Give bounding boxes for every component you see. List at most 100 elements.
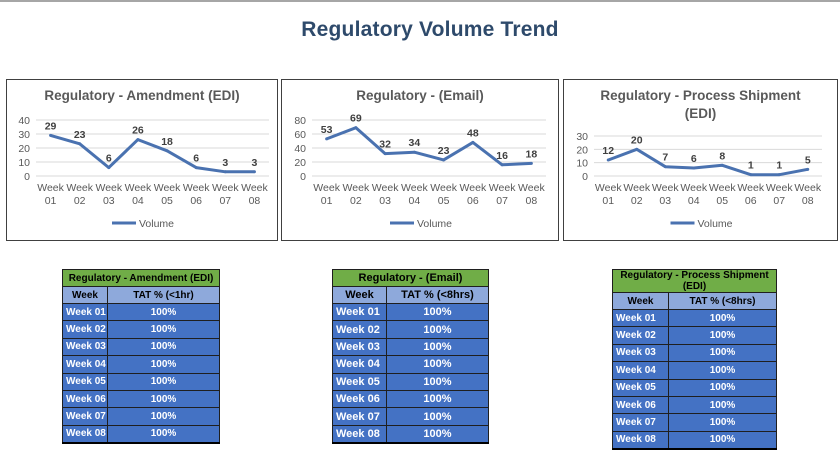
chart-title: Regulatory - Amendment (EDI) (44, 88, 239, 103)
data-point (107, 166, 111, 170)
data-point (325, 137, 329, 141)
data-label: 6 (106, 153, 112, 165)
y-tick-label: 20 (18, 143, 30, 155)
tat-cell: 100% (106, 355, 221, 374)
y-tick-label: 30 (18, 129, 30, 141)
legend-label: Volume (417, 218, 452, 230)
y-tick-label: 20 (576, 144, 588, 156)
week-cell: Week 03 (332, 337, 387, 357)
y-tick-label: 0 (24, 171, 30, 183)
x-tick-label: Week 01 (595, 182, 622, 207)
x-tick-label: Week 03 (372, 182, 399, 207)
data-point (49, 133, 53, 137)
chart-svg: Regulatory - Process Shipment (EDI)010203… (576, 88, 822, 230)
x-tick-label: Week 07 (766, 182, 793, 207)
table-row: Week 01 100% (62, 302, 221, 322)
data-label: 1 (748, 160, 754, 172)
data-label: 3 (252, 157, 258, 169)
table-row: Week 03 100% (612, 343, 778, 363)
data-label: 32 (379, 139, 391, 151)
y-tick-label: 60 (294, 129, 306, 141)
x-tick-label: Week 04 (680, 182, 707, 207)
table-row: Week 01 100% (332, 302, 489, 322)
top-divider (0, 0, 840, 2)
y-tick-label: 10 (576, 158, 588, 170)
data-point (749, 173, 753, 177)
series-line (50, 133, 255, 174)
tat-cell: 100% (667, 308, 778, 328)
page-title: Regulatory Volume Trend (301, 18, 559, 41)
data-label: 29 (45, 120, 57, 132)
legend-label: Volume (139, 218, 174, 230)
data-point (354, 126, 358, 130)
x-tick-label: Week 08 (794, 182, 821, 207)
table-row: Week 08 100% (62, 424, 221, 445)
data-point (663, 165, 667, 169)
x-tick-label: Week 06 (737, 182, 764, 207)
table-row: Week 03 100% (62, 337, 221, 357)
tat-cell: 100% (106, 424, 221, 445)
week-cell: Week 07 (62, 407, 108, 426)
table-row: Week 05 100% (612, 378, 778, 397)
data-label: 1 (776, 160, 782, 172)
y-tick-label: 30 (576, 131, 588, 143)
tat-cell: 100% (386, 389, 489, 409)
tat-table-email: Regulatory - (Email) Week TAT % (<8hrs) Wee… (332, 269, 489, 445)
y-tick-label: 40 (18, 115, 30, 127)
table-row: Week 07 100% (612, 413, 778, 432)
tat-cell: 100% (386, 337, 489, 357)
data-label: 23 (438, 145, 450, 157)
week-cell: Week 05 (612, 378, 669, 397)
chart-amendment-edi: Regulatory - Amendment (EDI) 0 10 20 30 40 Wee… (6, 79, 278, 241)
table-row: Week 02 100% (332, 320, 489, 339)
week-cell: Week 06 (62, 389, 108, 409)
x-tick-label: Week 07 (212, 182, 239, 207)
x-tick-label: Week 03 (95, 182, 122, 207)
x-tick-label: Week 05 (709, 182, 736, 207)
column-header-tat: TAT % (<1hr) (106, 286, 221, 304)
table-row: Week 04 100% (612, 361, 778, 380)
data-label: 12 (602, 145, 614, 157)
column-header-week: Week (62, 286, 108, 304)
week-cell: Week 07 (332, 407, 387, 426)
table-row: Week 05 100% (332, 372, 489, 391)
table-title: Regulatory - Amendment (EDI) (61, 269, 221, 287)
table-row: Week 08 100% (612, 430, 778, 451)
x-tick-label: Week 02 (623, 182, 650, 207)
data-point (777, 173, 781, 177)
table-row: Week 04 100% (62, 355, 221, 374)
column-header-tat: TAT % (<8hrs) (667, 292, 778, 310)
table-title: Regulatory - Process Shipment (EDI) (611, 269, 778, 293)
data-point (635, 147, 639, 151)
table-row: Week 05 100% (62, 372, 221, 391)
data-point (500, 163, 504, 167)
tat-cell: 100% (106, 372, 221, 391)
week-cell: Week 04 (612, 361, 669, 380)
data-point (136, 138, 140, 142)
data-point (692, 166, 696, 170)
data-label: 69 (350, 113, 362, 125)
chart-title: Regulatory - Process Shipment (EDI) (600, 88, 801, 121)
data-point (806, 167, 810, 171)
tat-cell: 100% (667, 378, 778, 397)
series-line (326, 126, 532, 167)
table-row: Week 07 100% (332, 407, 489, 426)
x-tick-label: Week 01 (313, 182, 340, 207)
table-title: Regulatory - (Email) (332, 269, 489, 287)
data-label: 8 (719, 150, 725, 162)
data-label: 5 (805, 154, 811, 166)
x-tick-label: Week 06 (183, 182, 210, 207)
data-point (471, 140, 475, 144)
week-cell: Week 02 (612, 326, 669, 345)
tat-cell: 100% (386, 372, 489, 391)
week-cell: Week 01 (332, 302, 387, 322)
week-cell: Week 04 (62, 355, 108, 374)
data-point (412, 150, 416, 154)
chart-process-shipment-edi: Regulatory - Process Shipment (EDI) 0 10 20 3… (563, 79, 838, 241)
y-tick-label: 10 (18, 157, 30, 169)
x-tick-label: Week 02 (66, 182, 93, 207)
table-row: Week 08 100% (332, 424, 489, 445)
tat-cell: 100% (667, 326, 778, 345)
week-cell: Week 08 (612, 430, 669, 451)
